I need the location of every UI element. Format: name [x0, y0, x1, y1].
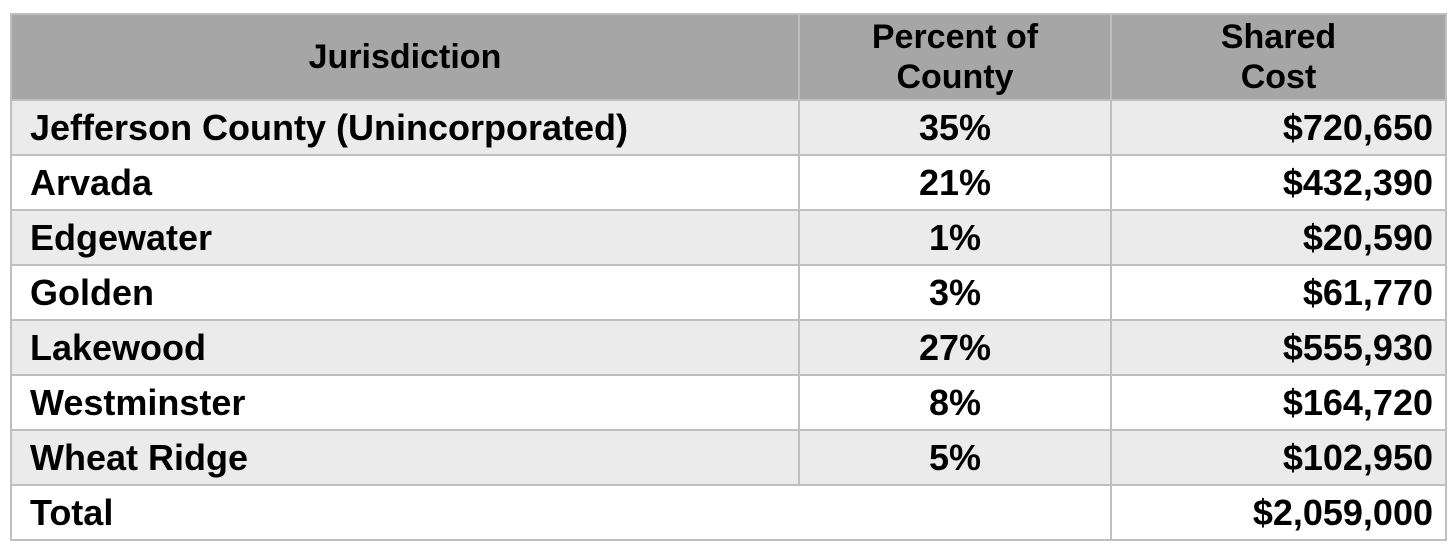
table-row-jefferson-county: Jefferson County (Unincorporated) 35% $7… — [12, 101, 1445, 154]
jurisdiction-cell: Lakewood — [12, 321, 798, 374]
table-body: Jefferson County (Unincorporated) 35% $7… — [12, 101, 1445, 539]
cost-cell: $432,390 — [1112, 156, 1445, 209]
shared-cost-table: Jurisdiction Percent of County Shared Co… — [10, 13, 1447, 541]
total-cost-cell: $2,059,000 — [1112, 486, 1445, 539]
percent-cell: 8% — [800, 376, 1110, 429]
percent-cell: 1% — [800, 211, 1110, 264]
jurisdiction-cell: Jefferson County (Unincorporated) — [12, 101, 798, 154]
cost-cell: $20,590 — [1112, 211, 1445, 264]
percent-cell: 5% — [800, 431, 1110, 484]
cost-cell: $61,770 — [1112, 266, 1445, 319]
table-header: Jurisdiction Percent of County Shared Co… — [12, 15, 1445, 99]
total-label-cell: Total — [12, 486, 1110, 539]
header-row: Jurisdiction Percent of County Shared Co… — [12, 15, 1445, 99]
header-percent-of-county: Percent of County — [800, 15, 1110, 99]
header-shared-cost: Shared Cost — [1112, 15, 1445, 99]
table-row-total: Total $2,059,000 — [12, 486, 1445, 539]
percent-cell: 35% — [800, 101, 1110, 154]
header-jurisdiction: Jurisdiction — [12, 15, 798, 99]
percent-cell: 27% — [800, 321, 1110, 374]
cost-cell: $720,650 — [1112, 101, 1445, 154]
cost-cell: $164,720 — [1112, 376, 1445, 429]
percent-cell: 3% — [800, 266, 1110, 319]
jurisdiction-cell: Edgewater — [12, 211, 798, 264]
table-row-lakewood: Lakewood 27% $555,930 — [12, 321, 1445, 374]
jurisdiction-cell: Wheat Ridge — [12, 431, 798, 484]
jurisdiction-cell: Arvada — [12, 156, 798, 209]
table-row-golden: Golden 3% $61,770 — [12, 266, 1445, 319]
shared-cost-table-container: Jurisdiction Percent of County Shared Co… — [10, 13, 1447, 541]
jurisdiction-cell: Westminster — [12, 376, 798, 429]
jurisdiction-cell: Golden — [12, 266, 798, 319]
table-row-wheat-ridge: Wheat Ridge 5% $102,950 — [12, 431, 1445, 484]
table-row-edgewater: Edgewater 1% $20,590 — [12, 211, 1445, 264]
table-row-westminster: Westminster 8% $164,720 — [12, 376, 1445, 429]
cost-cell: $102,950 — [1112, 431, 1445, 484]
table-row-arvada: Arvada 21% $432,390 — [12, 156, 1445, 209]
percent-cell: 21% — [800, 156, 1110, 209]
cost-cell: $555,930 — [1112, 321, 1445, 374]
